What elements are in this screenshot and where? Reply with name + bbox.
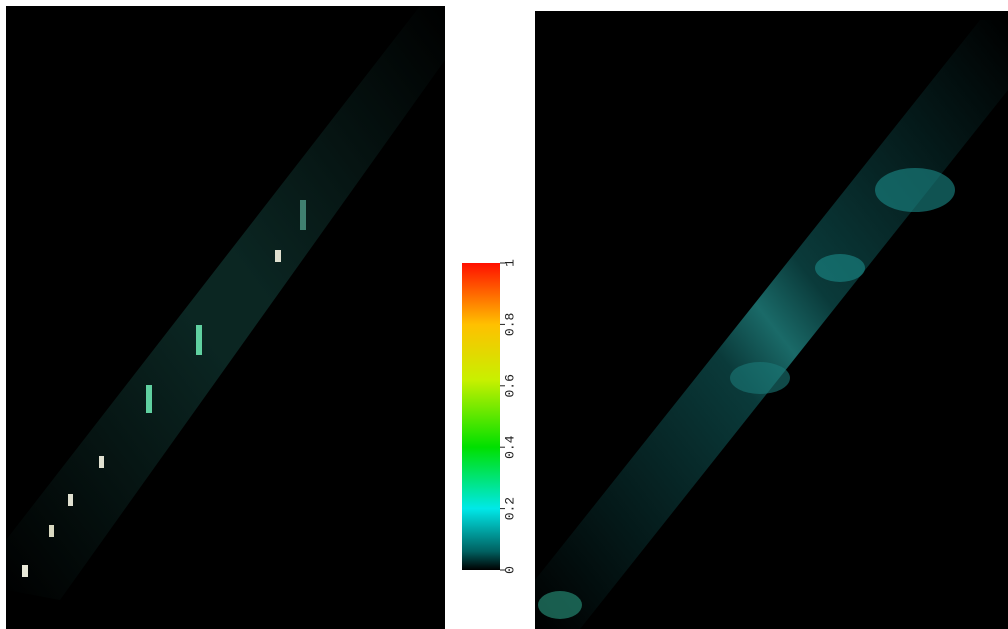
tick-label: 0.4 [502, 435, 517, 459]
tick-label: 1 [502, 259, 517, 267]
left-heatmap [6, 6, 445, 629]
colorbar-gradient [462, 263, 500, 570]
tick-label: 0 [502, 566, 517, 574]
colorbar: 0 0.2 0.4 0.6 0.8 1 [462, 259, 517, 574]
right-heatmap [535, 11, 1008, 629]
tick-label: 0.2 [502, 497, 517, 520]
tick-label: 0.8 [502, 313, 517, 336]
tick-label: 0.6 [502, 374, 517, 397]
